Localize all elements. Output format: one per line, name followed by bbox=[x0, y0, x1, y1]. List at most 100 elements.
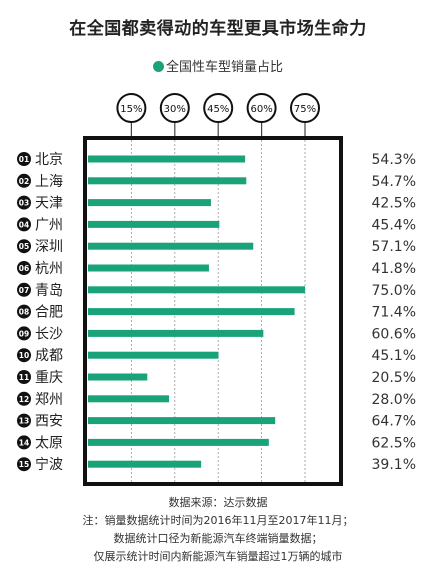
tick-label: 75% bbox=[294, 104, 316, 115]
tick-label: 30% bbox=[164, 104, 186, 115]
rank-number: 02 bbox=[19, 177, 29, 186]
category-label: 太原 bbox=[35, 435, 63, 451]
legend-marker bbox=[152, 61, 164, 72]
rank-number: 11 bbox=[19, 373, 29, 382]
chart-title: 在全国都卖得动的车型更具市场生命力 bbox=[69, 19, 367, 39]
category-label: 成都 bbox=[35, 348, 63, 364]
bar bbox=[88, 460, 202, 468]
value-label: 54.7% bbox=[372, 174, 416, 190]
value-label: 45.1% bbox=[372, 348, 416, 364]
category-label: 杭州 bbox=[35, 261, 63, 277]
bar bbox=[88, 373, 148, 381]
tick-circle bbox=[290, 93, 320, 123]
rank-number: 09 bbox=[19, 329, 29, 338]
bar bbox=[88, 199, 211, 207]
rank-badge bbox=[17, 173, 31, 188]
rank-badge bbox=[17, 261, 31, 275]
category-label: 深圳 bbox=[35, 239, 63, 255]
value-label: 45.4% bbox=[372, 217, 416, 233]
rank-number: 05 bbox=[19, 242, 29, 251]
footnote-period: 注：销量数据统计时间为2016年11月至2017年11月； bbox=[82, 514, 354, 527]
rank-number: 13 bbox=[19, 417, 29, 426]
rank-number: 03 bbox=[19, 199, 29, 208]
rank-badge bbox=[17, 391, 31, 406]
rank-number: 07 bbox=[19, 286, 29, 295]
rank-badge bbox=[17, 304, 31, 319]
category-label: 广州 bbox=[35, 217, 63, 233]
rank-badge bbox=[17, 152, 31, 166]
value-label: 42.5% bbox=[372, 196, 416, 212]
bar bbox=[88, 155, 246, 163]
footer: 数据来源：达示数据 注：销量数据统计时间为2016年11月至2017年11月； … bbox=[0, 494, 436, 566]
category-labels: 01 北京 02 上海 03 天津 04 广州 05 深圳 06 杭州 07 青岛 08 合肥 09 长沙 10 成都… bbox=[17, 152, 63, 473]
value-label: 54.3% bbox=[372, 152, 416, 168]
value-label: 64.7% bbox=[372, 414, 416, 430]
rank-badge bbox=[17, 239, 31, 254]
category-label: 西安 bbox=[35, 414, 63, 430]
rank-number: 01 bbox=[19, 155, 29, 164]
footnote-scope: 数据统计口径为新能源汽车终端销量数据； bbox=[113, 532, 323, 545]
bar bbox=[88, 395, 170, 403]
category-label: 青岛 bbox=[35, 283, 63, 299]
rank-badge bbox=[17, 195, 31, 210]
footnote-threshold: 仅展示统计时间内新能源汽车销量超过1万辆的城市 bbox=[93, 550, 343, 563]
value-label: 41.8% bbox=[372, 261, 416, 277]
rank-badge bbox=[17, 282, 31, 297]
value-label: 39.1% bbox=[372, 457, 416, 473]
value-label: 28.0% bbox=[372, 392, 416, 408]
rank-badge bbox=[17, 435, 31, 450]
value-label: 57.1% bbox=[372, 239, 416, 255]
rank-number: 12 bbox=[19, 395, 29, 404]
category-label: 重庆 bbox=[35, 370, 63, 386]
value-labels: 54.3% 54.7% 42.5% 45.4% 57.1% 41.8% 75.0% 71.4%… bbox=[372, 152, 416, 473]
tick-label: 60% bbox=[250, 104, 272, 115]
rank-badge bbox=[17, 457, 31, 472]
tick-circle bbox=[203, 93, 234, 123]
source-note: 数据来源：达示数据 bbox=[168, 496, 268, 509]
rank-badge bbox=[17, 217, 31, 232]
category-label: 郑州 bbox=[35, 392, 63, 408]
bar bbox=[88, 329, 264, 337]
tick-circle bbox=[246, 93, 277, 123]
category-label: 上海 bbox=[35, 174, 63, 190]
bar bbox=[88, 308, 295, 316]
rank-number: 04 bbox=[19, 220, 29, 229]
category-label: 合肥 bbox=[35, 305, 63, 321]
tick-circle bbox=[159, 93, 190, 123]
rank-number: 06 bbox=[19, 264, 29, 273]
rank-badge bbox=[17, 413, 31, 428]
rank-number: 10 bbox=[19, 351, 29, 360]
bar bbox=[88, 286, 305, 294]
legend: 全国性车型销量占比 bbox=[0, 56, 436, 75]
tick-label: 45% bbox=[207, 104, 229, 115]
category-label: 宁波 bbox=[35, 456, 63, 473]
bar bbox=[88, 220, 220, 228]
gridlines bbox=[130, 140, 306, 482]
reference-ticks: 15% 30% 45% 60% 75% bbox=[116, 93, 320, 138]
value-label: 62.5% bbox=[372, 435, 416, 451]
category-label: 北京 bbox=[35, 152, 63, 168]
bar bbox=[88, 242, 254, 250]
rank-number: 08 bbox=[19, 308, 29, 317]
rank-number: 15 bbox=[19, 460, 29, 469]
plot-frame bbox=[83, 136, 343, 486]
bar bbox=[88, 264, 209, 272]
bar bbox=[88, 177, 247, 185]
rank-badge bbox=[17, 348, 31, 363]
bar bbox=[88, 351, 219, 359]
tick-circle bbox=[116, 93, 147, 123]
value-label: 75.0% bbox=[372, 283, 416, 299]
category-label: 天津 bbox=[35, 196, 63, 212]
category-label: 长沙 bbox=[35, 326, 63, 342]
legend-label: 全国性车型销量占比 bbox=[165, 60, 283, 75]
value-label: 71.4% bbox=[372, 305, 416, 321]
bars bbox=[88, 155, 305, 468]
rank-number: 14 bbox=[19, 438, 29, 447]
rank-badge bbox=[17, 370, 31, 384]
bar-chart: 15% 30% 45% 60% 75% 01 北京 02 上海 03 天津 04 广州 05 深圳 06 杭州… bbox=[17, 93, 416, 486]
bar bbox=[88, 417, 276, 425]
value-label: 20.5% bbox=[372, 370, 416, 386]
bar bbox=[88, 438, 269, 446]
rank-badge bbox=[17, 326, 31, 341]
tick-label: 15% bbox=[120, 104, 142, 115]
